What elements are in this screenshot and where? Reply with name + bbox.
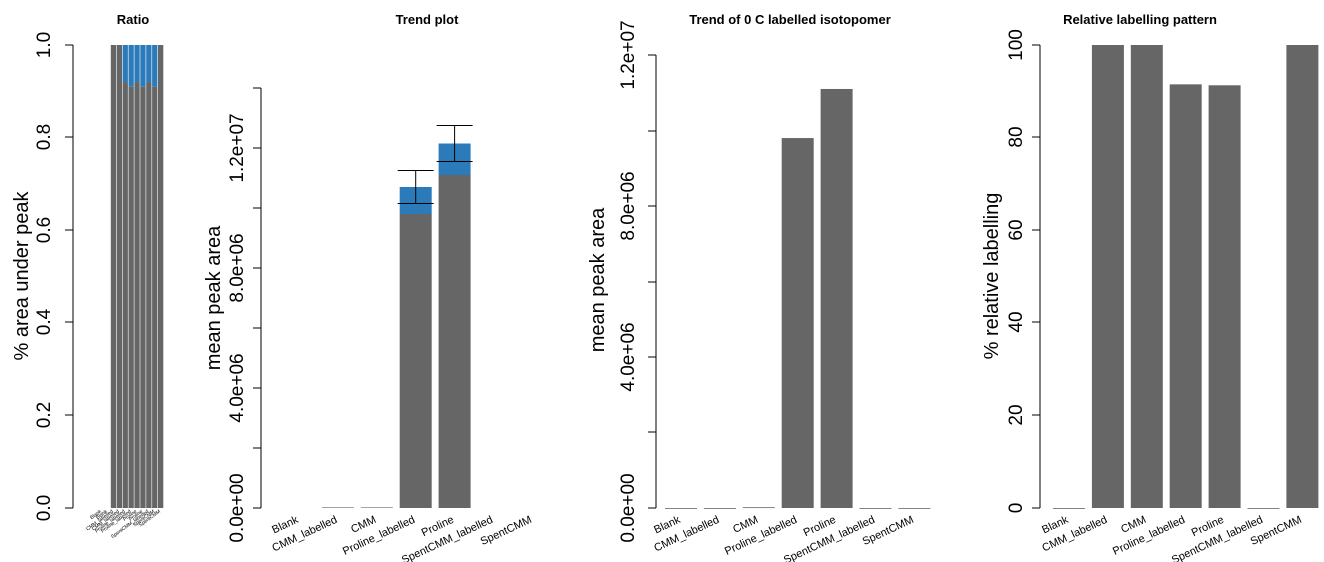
bar: [128, 45, 134, 87]
bar: [1208, 85, 1241, 508]
bar: [1286, 45, 1319, 508]
bar: [134, 82, 140, 508]
bar: [1247, 508, 1280, 509]
bar: [134, 45, 140, 83]
bar: [110, 45, 117, 508]
bar: [1130, 45, 1163, 508]
bar: [703, 508, 736, 509]
chart-title: Relative labelling pattern: [1063, 12, 1217, 27]
y-tick-label: 4.0e+06: [618, 322, 639, 391]
bar: [1053, 508, 1085, 509]
bar: [742, 507, 775, 509]
bar: [781, 138, 814, 509]
bar: [820, 88, 853, 508]
y-tick-label: 0.6: [34, 217, 55, 243]
bar: [122, 45, 128, 83]
chart-title: Trend plot: [396, 12, 460, 27]
bar: [116, 45, 122, 508]
bar: [399, 214, 432, 508]
y-axis-label: mean peak area: [203, 225, 225, 370]
chart-panel-4: Relative labelling pattern 0 20 40 60 80 100 % …: [981, 12, 1319, 562]
bar: [665, 508, 697, 509]
y-axis-label: % area under peak: [11, 191, 33, 361]
y-tick-label: 0.0e+00: [618, 473, 639, 542]
chart-title: Trend of 0 C labelled isotopomer: [689, 12, 891, 27]
bar: [146, 82, 152, 508]
y-tick-label: 20: [1006, 404, 1027, 425]
y-tick-label: 80: [1006, 126, 1027, 147]
y-axis-label: mean peak area: [587, 207, 609, 352]
bar: [152, 45, 158, 87]
y-tick-label: 4.0e+06: [227, 353, 248, 422]
y-axis-label: % relative labelling: [981, 193, 1003, 360]
y-tick-label: 8.0e+06: [618, 171, 639, 240]
bar: [140, 45, 146, 87]
y-tick-label: 1.0: [34, 32, 55, 58]
bar: [140, 86, 146, 509]
y-tick-label: 0.8: [34, 124, 55, 150]
x-tick-label: Proline_labelled: [341, 514, 417, 558]
chart-title: Ratio: [117, 12, 150, 27]
bar: [1169, 84, 1202, 508]
bar: [158, 45, 164, 508]
chart-panel-3: Trend of 0 C labelled isotopomer 0.0e+00 4…: [587, 12, 931, 562]
y-tick-label: 8.0e+06: [227, 233, 248, 302]
y-tick-label: 40: [1006, 311, 1027, 332]
x-tick-label: Proline_labelled: [1111, 514, 1187, 558]
y-tick-label: 60: [1006, 219, 1027, 240]
bar: [438, 175, 471, 508]
y-tick-label: 0.2: [34, 402, 55, 428]
y-tick-label: 1.2e+07: [618, 20, 639, 89]
y-tick-label: 1.2e+07: [227, 113, 248, 182]
bar: [1091, 45, 1124, 508]
bar: [321, 507, 354, 508]
bar: [898, 508, 931, 509]
y-tick-label: 0: [1006, 503, 1027, 514]
bar: [152, 86, 158, 509]
bar: [122, 82, 128, 508]
bar: [859, 508, 892, 509]
bar: [128, 86, 134, 509]
y-tick-label: 0.4: [34, 308, 55, 335]
chart-panel-1: Ratio 0.0 0.2 0.4 0.6 0.8 1.0 % area under peak…: [11, 12, 164, 540]
y-tick-label: 100: [1006, 29, 1027, 61]
chart-panel-2: Trend plot 0.0e+00 4.0e+06 8.0e+06 1.2e+07 me…: [203, 12, 534, 562]
bar: [146, 45, 152, 83]
y-tick-label: 0.0: [34, 495, 55, 521]
y-tick-label: 0.0e+00: [227, 473, 248, 542]
x-tick-label: Proline_labelled: [723, 514, 799, 558]
bar: [360, 507, 393, 508]
